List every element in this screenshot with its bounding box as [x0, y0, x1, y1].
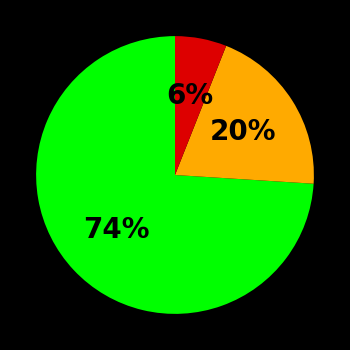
Text: 20%: 20% — [210, 118, 276, 146]
Wedge shape — [175, 46, 314, 184]
Wedge shape — [175, 36, 226, 175]
Text: 6%: 6% — [167, 82, 214, 110]
Wedge shape — [36, 36, 314, 314]
Text: 74%: 74% — [83, 216, 149, 244]
